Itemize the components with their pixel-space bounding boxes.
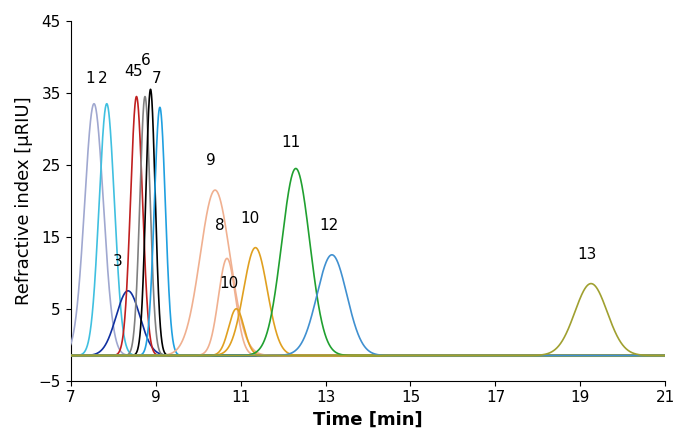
Text: 6: 6 [141, 53, 150, 68]
Text: 10: 10 [240, 211, 259, 226]
Text: 12: 12 [319, 218, 339, 233]
Y-axis label: Refractive index [μRIU]: Refractive index [μRIU] [15, 96, 33, 305]
Text: 5: 5 [133, 63, 143, 79]
Text: 4: 4 [124, 63, 134, 79]
Text: 13: 13 [577, 247, 596, 262]
Text: 1: 1 [85, 71, 95, 86]
Text: 10: 10 [219, 276, 238, 291]
Text: 11: 11 [281, 135, 300, 151]
Text: 7: 7 [152, 71, 161, 86]
X-axis label: Time [min]: Time [min] [313, 411, 423, 429]
Text: 8: 8 [215, 218, 225, 233]
Text: 2: 2 [98, 71, 108, 86]
Text: 9: 9 [206, 154, 216, 168]
Text: 3: 3 [112, 254, 122, 269]
